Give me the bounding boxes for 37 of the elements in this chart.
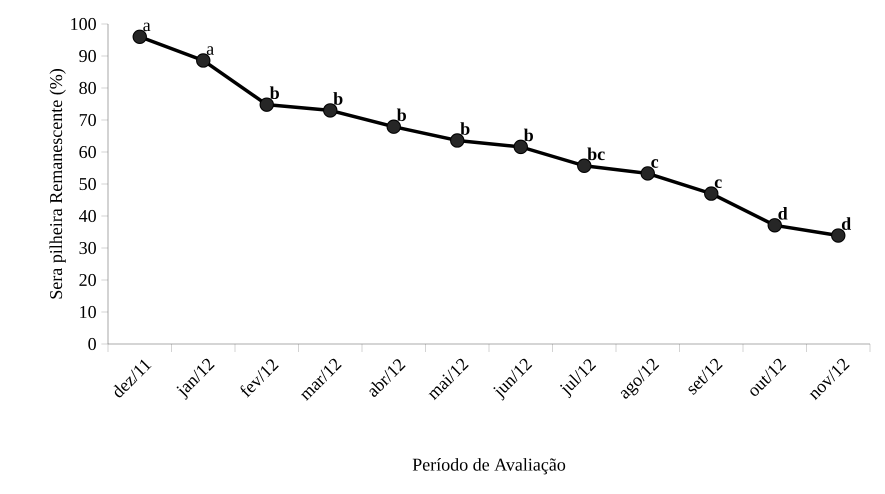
point (386, 120, 401, 134)
point (831, 228, 846, 243)
x-axis-title: Período de Avaliação (412, 458, 566, 474)
y-tick-label: 70 (80, 114, 96, 126)
y-tick-label: 10 (80, 306, 96, 318)
point (640, 166, 655, 181)
annotation: d (778, 207, 788, 220)
point (450, 133, 464, 148)
y-tick-label: 60 (79, 146, 96, 158)
point (514, 140, 528, 154)
point (260, 97, 274, 112)
annotation: b (460, 122, 470, 135)
annotation: b (270, 86, 279, 100)
point (196, 53, 210, 68)
annotation: bc (587, 148, 605, 160)
annotation: b (333, 92, 342, 105)
y-tick-label: 80 (79, 82, 96, 94)
y-tick-label: 40 (78, 210, 96, 222)
y-tick-label: 20 (79, 274, 96, 286)
y-tick-label: 100 (71, 18, 96, 30)
annotation: b (396, 108, 406, 122)
point (768, 218, 782, 232)
point (132, 30, 147, 44)
y-tick-label: 50 (80, 178, 96, 190)
y-axis-title: Sera pilheira Remanescente (%) (49, 69, 66, 298)
y-tick-label: 90 (79, 50, 96, 62)
annotation: a (143, 22, 150, 32)
point (323, 103, 338, 118)
annotation: b (524, 128, 533, 142)
point (704, 186, 718, 201)
annotation: c (714, 179, 722, 188)
y-tick-label: 30 (79, 242, 96, 254)
annotation: d (842, 217, 851, 230)
y-tick-label: 0 (88, 338, 96, 350)
annotation: c (651, 159, 658, 168)
point (577, 158, 592, 173)
annotation: a (206, 46, 214, 55)
